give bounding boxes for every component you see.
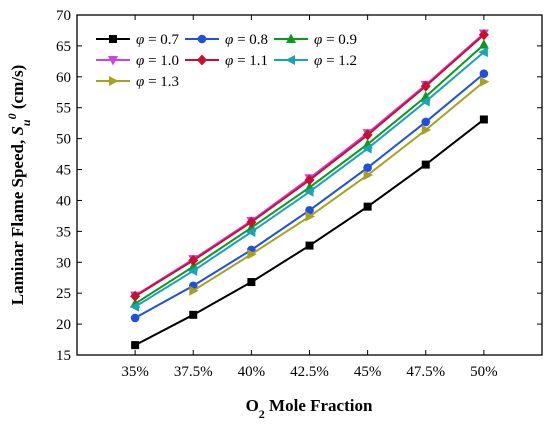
y-tick-label: 20: [56, 317, 71, 333]
y-tick-label: 65: [56, 39, 71, 55]
x-tick-label: 47.5%: [406, 364, 445, 380]
y-tick-label: 70: [56, 8, 71, 24]
y-tick-label: 55: [56, 101, 71, 117]
series-1.0: [130, 29, 489, 302]
data-point: [130, 290, 141, 302]
y-tick-label: 60: [56, 70, 71, 86]
series-line: [134, 118, 485, 346]
data-point: [304, 174, 315, 186]
data-point: [363, 170, 374, 181]
series-line: [134, 32, 485, 297]
data-point: [363, 202, 372, 211]
data-point: [305, 211, 315, 222]
data-point: [478, 39, 489, 49]
data-point: [189, 310, 198, 319]
data-point: [305, 241, 314, 250]
series-line: [134, 34, 485, 298]
series-0.8: [130, 69, 489, 323]
legend: φ = 0.7 φ = 0.8 φ = 0.9 φ = 1.0 φ = 1.1 φ = 1…: [96, 32, 357, 90]
data-point: [130, 313, 140, 323]
data-point: [421, 117, 431, 127]
legend-item-1.0: φ = 1.0: [96, 53, 179, 69]
legend-item-0.7: φ = 0.7: [96, 32, 180, 48]
legend-marker: [197, 34, 207, 44]
x-tick-label: 42.5%: [290, 364, 329, 380]
legend-item-1.1: φ = 1.1: [185, 53, 268, 69]
series-line: [192, 80, 485, 292]
y-axis-title: Laminar Flame Speed, Su0 (cm/s): [5, 65, 33, 305]
legend-item-0.9: φ = 0.9: [274, 32, 357, 48]
data-point: [188, 254, 199, 266]
data-point: [305, 206, 314, 215]
data-point: [420, 96, 430, 107]
y-tick-label: 40: [56, 193, 71, 209]
legend-marker: [108, 56, 118, 66]
data-point: [245, 226, 256, 237]
series-layer: [129, 29, 490, 350]
data-point: [479, 115, 488, 124]
x-tick-label: 40%: [238, 364, 266, 380]
legend-marker: [197, 54, 207, 66]
data-point: [246, 216, 257, 228]
data-point: [478, 29, 489, 41]
y-tick-label: 25: [56, 286, 71, 302]
legend-label: φ = 1.1: [225, 53, 268, 69]
data-point: [363, 163, 372, 172]
data-point: [247, 249, 257, 260]
legend-item-0.8: φ = 0.8: [185, 32, 268, 48]
y-tick-label: 35: [56, 224, 71, 240]
legend-label: φ = 1.3: [136, 74, 179, 90]
data-point: [362, 129, 373, 141]
data-point: [421, 124, 432, 135]
series-1.2: [129, 47, 488, 312]
x-tick-label: 45%: [354, 364, 382, 380]
data-point: [189, 285, 199, 296]
y-tick-label: 45: [56, 163, 71, 179]
data-point: [304, 186, 314, 197]
legend-item-1.3: φ = 1.3: [96, 74, 179, 90]
y-tick-label: 50: [56, 132, 71, 148]
legend-label: φ = 1.2: [314, 53, 357, 69]
legend-marker: [109, 76, 119, 86]
plot-area: 15 20 25 30 35 40 45 50 55 60 65 70 35% 37.5% 40% 42.5%…: [56, 8, 543, 380]
x-tick-label: 37.5%: [174, 364, 213, 380]
legend-label: φ = 0.8: [225, 32, 268, 48]
data-point: [478, 47, 488, 58]
data-point: [479, 69, 489, 79]
data-point: [479, 76, 490, 87]
x-tick-label: 35%: [121, 364, 149, 380]
data-point: [131, 341, 140, 350]
data-point: [420, 80, 431, 92]
series-line: [134, 72, 485, 319]
series-1.1: [130, 29, 489, 302]
y-tick-label: 30: [56, 255, 71, 271]
legend-label: φ = 0.9: [314, 32, 357, 48]
data-point: [421, 160, 430, 169]
data-point: [362, 143, 372, 154]
legend-label: φ = 1.0: [136, 53, 179, 69]
x-tick-label: 50%: [470, 364, 498, 380]
data-point: [247, 278, 256, 287]
y-tick-label: 15: [56, 348, 71, 364]
data-point: [129, 301, 140, 312]
series-0.9: [130, 39, 489, 308]
data-point: [187, 265, 198, 276]
legend-label: φ = 0.7: [136, 32, 180, 48]
legend-marker: [286, 33, 296, 43]
series-0.7: [131, 115, 488, 350]
legend-marker: [285, 55, 295, 65]
legend-marker: [109, 35, 117, 43]
x-axis-title: O2 Mole Fraction: [246, 396, 373, 421]
series-1.3: [189, 76, 490, 296]
legend-item-1.2: φ = 1.2: [274, 53, 357, 69]
